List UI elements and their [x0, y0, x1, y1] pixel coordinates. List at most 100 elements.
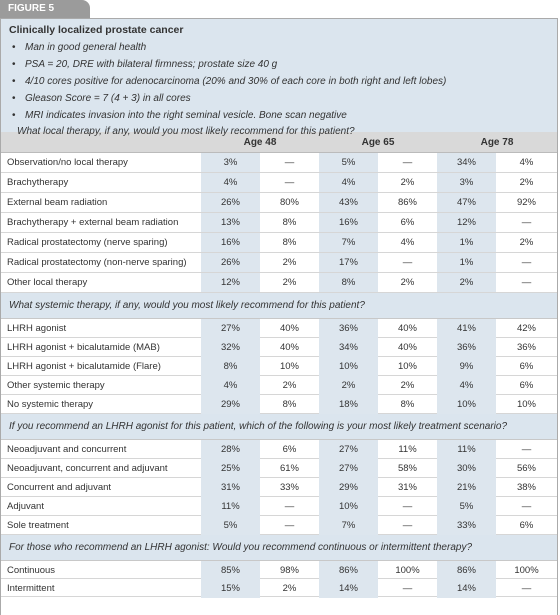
cell-value: 31% — [397, 482, 417, 493]
cell-value: 100% — [395, 565, 420, 576]
cell-value: 31% — [201, 478, 260, 497]
cell-value: 11% — [398, 444, 417, 455]
question: What systemic therapy, if any, would you… — [1, 293, 557, 319]
cell-value: — — [521, 501, 532, 512]
cell-value: 56% — [516, 463, 536, 474]
table-row: Continuous 85% 98% 86% 100% 86% 100% — [1, 561, 557, 580]
figure-frame: Clinically localized prostate cancer Man… — [0, 18, 558, 615]
cell-value: 4% — [201, 173, 260, 192]
cell-value: 40% — [279, 323, 299, 334]
cell-value: — — [521, 257, 532, 268]
cell-value: 2% — [519, 177, 534, 188]
row-label: Adjuvant — [7, 501, 44, 512]
row-label: LHRH agonist + bicalutamide (MAB) — [7, 342, 160, 353]
cell-value: 29% — [201, 395, 260, 414]
cell-value: 12% — [437, 213, 496, 232]
table-row: LHRH agonist 27% 40% 36% 40% 41% 42% — [1, 319, 557, 338]
cell-value: 30% — [437, 459, 496, 478]
cell-value: 80% — [279, 197, 299, 208]
cell-value: 4% — [437, 376, 496, 395]
cell-value: 98% — [279, 565, 299, 576]
cell-value: 15% — [201, 579, 260, 598]
cell-value: 86% — [437, 561, 496, 580]
row-label: LHRH agonist + bicalutamide (Flare) — [7, 361, 161, 372]
case-bullet: Man in good general health — [9, 39, 549, 56]
cell-value: 3% — [201, 153, 260, 172]
cell-value: 40% — [397, 323, 417, 334]
cell-value: 9% — [437, 357, 496, 376]
age-header: Age 48 — [243, 137, 277, 148]
cell-value: 2% — [319, 376, 378, 395]
cell-value: 8% — [282, 237, 297, 248]
cell-value: 2% — [282, 380, 297, 391]
cell-value: 2% — [282, 583, 297, 594]
age-header: Age 78 — [480, 137, 514, 148]
table-row: Observation/no local therapy 3% — 5% — 34% 4% — [1, 153, 557, 173]
table-row: Other local therapy 12% 2% 8% 2% 2% — — [1, 273, 557, 293]
question: For those who recommend an LHRH agonist:… — [1, 535, 557, 561]
cell-value: 2% — [282, 257, 297, 268]
cell-value: 36% — [516, 342, 536, 353]
cell-value: 40% — [279, 342, 299, 353]
cell-value: 10% — [397, 361, 417, 372]
cell-value: 5% — [437, 497, 496, 516]
cell-value: 10% — [279, 361, 299, 372]
cell-value: 2% — [400, 380, 415, 391]
cell-value: 3% — [437, 173, 496, 192]
cell-value: 33% — [437, 516, 496, 535]
cell-value: 10% — [319, 497, 378, 516]
cell-value: 17% — [319, 253, 378, 272]
cell-value: 6% — [282, 444, 297, 455]
cell-value: 85% — [201, 561, 260, 580]
cell-value: 12% — [201, 273, 260, 292]
case-bullet: PSA = 20, DRE with bilateral firmness; p… — [9, 56, 549, 73]
row-label: LHRH agonist — [7, 323, 67, 334]
cell-value: 4% — [319, 173, 378, 192]
cell-value: 41% — [437, 319, 496, 338]
table-row: Brachytherapy 4% — 4% 2% 3% 2% — [1, 173, 557, 193]
cell-value: 10% — [516, 399, 536, 410]
row-label: Neoadjuvant and concurrent — [7, 444, 127, 455]
cell-value: 2% — [437, 273, 496, 292]
cell-value: — — [284, 177, 295, 188]
table-row: Radical prostatectomy (nerve sparing) 16%… — [1, 233, 557, 253]
cell-value: 4% — [519, 157, 534, 168]
row-label: Brachytherapy + external beam radiation — [7, 217, 179, 228]
cell-value: 18% — [319, 395, 378, 414]
cell-value: — — [284, 157, 295, 168]
cell-value: 40% — [397, 342, 417, 353]
cell-value: 2% — [282, 277, 297, 288]
cell-value: 34% — [437, 153, 496, 172]
cell-value: 4% — [201, 376, 260, 395]
row-label: Observation/no local therapy — [7, 157, 128, 168]
cell-value: — — [521, 217, 532, 228]
cell-value: 27% — [201, 319, 260, 338]
cell-value: 7% — [319, 516, 378, 535]
row-label: Other systemic therapy — [7, 380, 105, 391]
cell-value: 38% — [516, 482, 536, 493]
table-row: Brachytherapy + external beam radiation 1… — [1, 213, 557, 233]
case-bullet: Gleason Score = 7 (4 + 3) in all cores — [9, 90, 549, 107]
cell-value: 28% — [201, 440, 260, 459]
case-box: Clinically localized prostate cancer Man… — [1, 19, 557, 143]
cell-value: 33% — [279, 482, 299, 493]
cell-value: 1% — [437, 253, 496, 272]
header-blank — [1, 132, 201, 153]
cell-value: 10% — [437, 395, 496, 414]
case-bullet: 4/10 cores positive for adenocarcinoma (… — [9, 73, 549, 90]
question: If you recommend an LHRH agonist for thi… — [1, 414, 557, 440]
cell-value: — — [402, 157, 413, 168]
row-label: Continuous — [7, 565, 56, 576]
cell-value: 11% — [201, 497, 260, 516]
cell-value: — — [402, 583, 413, 594]
cell-value: — — [284, 520, 295, 531]
cell-value: 11% — [437, 440, 496, 459]
cell-value: 2% — [519, 237, 534, 248]
cell-value: 2% — [400, 177, 415, 188]
cell-value: 14% — [319, 579, 378, 598]
cell-value: — — [284, 501, 295, 512]
cell-value: 26% — [201, 193, 260, 212]
cell-value: 6% — [519, 380, 534, 391]
cell-value: 5% — [201, 516, 260, 535]
cell-value: 36% — [437, 338, 496, 357]
